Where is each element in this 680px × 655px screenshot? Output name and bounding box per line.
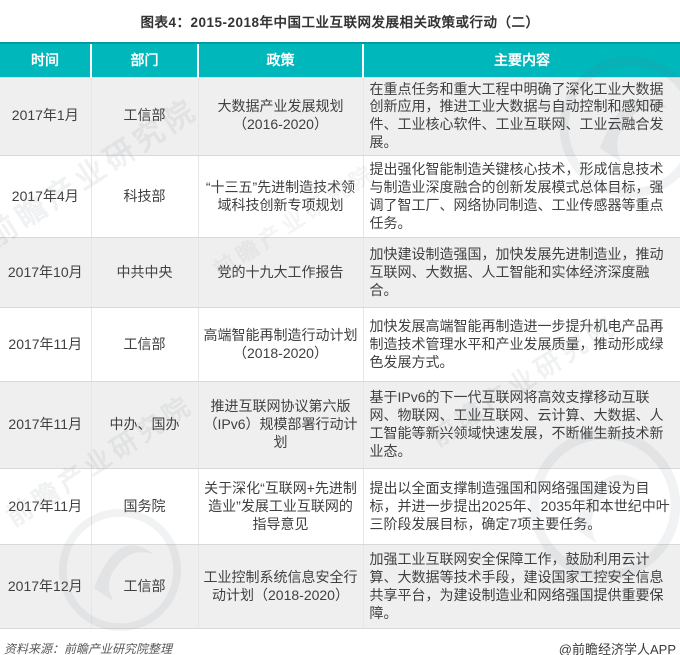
cell-dept: 中办、国办 [90,381,198,470]
cell-policy: 关于深化“互联网+先进制造业”发展工业互联网的指导意见 [197,468,363,546]
table-row: 2017年4月 科技部 “十三五”先进制造技术领域科技创新专项规划 提出强化智能… [0,155,680,239]
cell-policy: 大数据产业发展规划（2016-2020） [197,76,363,157]
footer: 资料来源：前瞻产业研究院整理 @前瞻经济学人APP [0,629,680,655]
column-header-policy: 政策 [197,42,363,77]
app-credit: @前瞻经济学人APP [558,641,676,655]
cell-time: 2017年1月 [0,76,91,157]
cell-time: 2017年12月 [0,544,91,630]
cell-content: 提出以全面支撑制造强国和网络强国建设为目标，并进一步提出2025年、2035年和… [362,468,680,546]
cell-content: 提出强化智能制造关键核心技术，形成信息技术与制造业深度融合的创新发展模式总体目标… [362,155,680,239]
policy-table: 时间 部门 政策 主要内容 2017年1月 工信部 大数据产业发展规划（2016… [0,42,680,630]
table-row: 2017年11月 国务院 关于深化“互联网+先进制造业”发展工业互联网的指导意见… [0,468,680,546]
cell-policy: 高端智能再制造行动计划（2018-2020） [197,307,363,383]
cell-time: 2017年11月 [0,307,91,383]
cell-dept: 中共中央 [90,237,198,309]
cell-time: 2017年11月 [0,381,91,470]
page-title: 图表4：2015-2018年中国工业互联网发展相关政策或行动（二） [140,15,540,30]
cell-dept: 工信部 [90,307,198,383]
table-row: 2017年11月 工信部 高端智能再制造行动计划（2018-2020） 加快发展… [0,307,680,383]
cell-time: 2017年4月 [0,155,91,239]
table-row: 2017年11月 中办、国办 推进互联网协议第六版（IPv6）规模部署行动计划 … [0,381,680,470]
table-row: 2017年12月 工信部 工业控制系统信息安全行动计划（2018-2020） 加… [0,544,680,630]
table-header-row: 时间 部门 政策 主要内容 [0,42,680,77]
cell-dept: 工信部 [90,76,198,157]
cell-policy: “十三五”先进制造技术领域科技创新专项规划 [197,155,363,239]
column-header-content: 主要内容 [362,42,680,77]
cell-content: 基于IPv6的下一代互联网将高效支撑移动互联网、物联网、工业互联网、云计算、大数… [362,381,680,470]
cell-policy: 推进互联网协议第六版（IPv6）规模部署行动计划 [197,381,363,470]
cell-dept: 国务院 [90,468,198,546]
source-note: 资料来源：前瞻产业研究院整理 [4,641,173,655]
cell-policy: 党的十九大工作报告 [197,237,363,309]
cell-content: 加快发展高端智能再制造进一步提升机电产品再制造技术管理水平和产业发展质量，推动形… [362,307,680,383]
cell-time: 2017年11月 [0,468,91,546]
table-row: 2017年1月 工信部 大数据产业发展规划（2016-2020） 在重点任务和重… [0,76,680,157]
table-row: 2017年10月 中共中央 党的十九大工作报告 加快建设制造强国，加快发展先进制… [0,237,680,309]
column-header-time: 时间 [0,42,91,77]
cell-policy: 工业控制系统信息安全行动计划（2018-2020） [197,544,363,630]
cell-content: 加强工业互联网安全保障工作，鼓励利用云计算、大数据等技术手段，建设国家工控安全信… [362,544,680,630]
cell-time: 2017年10月 [0,237,91,309]
cell-dept: 工信部 [90,544,198,630]
cell-dept: 科技部 [90,155,198,239]
cell-content: 在重点任务和重大工程中明确了深化工业大数据创新应用，推进工业大数据与自动控制和感… [362,76,680,157]
column-header-dept: 部门 [90,42,198,77]
cell-content: 加快建设制造强国，加快发展先进制造业，推动互联网、大数据、人工智能和实体经济深度… [362,237,680,309]
